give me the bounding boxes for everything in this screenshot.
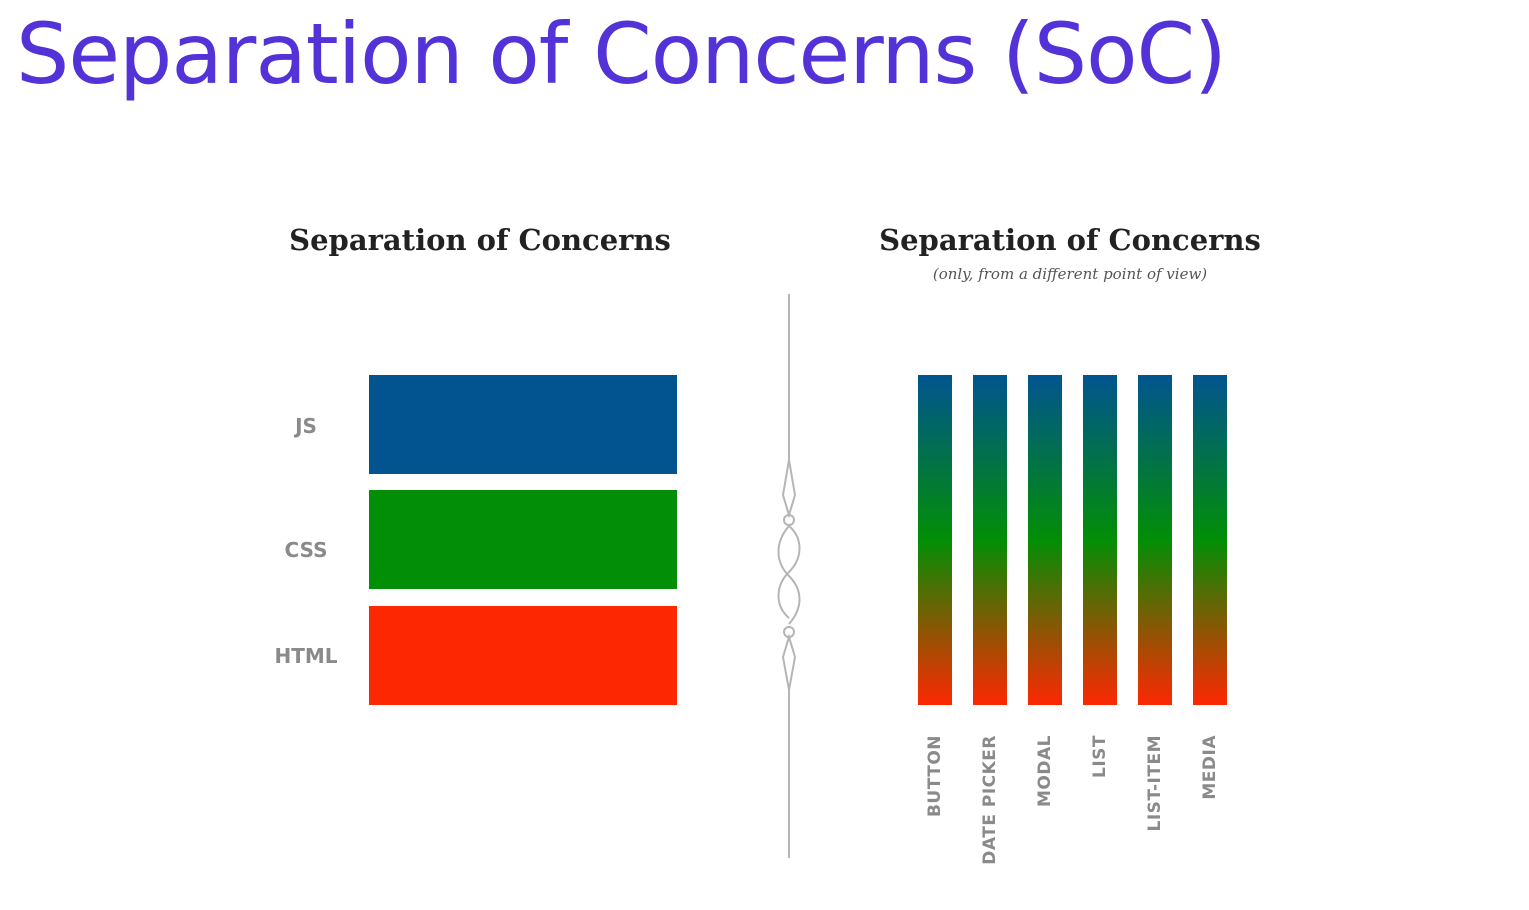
layer-bar-js xyxy=(369,375,677,474)
component-label-text: LIST xyxy=(1090,735,1110,778)
component-label-text: BUTTON xyxy=(925,735,945,818)
component-label-modal: MODAL xyxy=(1028,735,1062,865)
component-label-list: LIST xyxy=(1083,735,1117,865)
slide-title: Separation of Concerns (SoC) xyxy=(16,5,1227,103)
layer-label-js: JS xyxy=(295,414,317,438)
component-label-text: MEDIA xyxy=(1200,735,1220,800)
right-panel-subheading: (only, from a different point of view) xyxy=(932,265,1208,283)
component-label-text: DATE PICKER xyxy=(980,735,1000,865)
component-label-button: BUTTON xyxy=(918,735,952,865)
layer-label-html: HTML xyxy=(274,644,338,668)
layer-label-css: CSS xyxy=(284,538,328,562)
component-column-list-item xyxy=(1138,375,1172,705)
right-panel-heading: Separation of Concerns xyxy=(879,223,1261,257)
left-panel-heading: Separation of Concerns xyxy=(289,223,671,257)
component-label-media: MEDIA xyxy=(1193,735,1227,865)
divider-stroke xyxy=(777,294,801,858)
component-label-date-picker: DATE PICKER xyxy=(973,735,1007,865)
component-column-media xyxy=(1193,375,1227,705)
component-column-button xyxy=(918,375,952,705)
component-column-list xyxy=(1083,375,1117,705)
component-label-text: LIST-ITEM xyxy=(1145,735,1165,832)
component-label-text: MODAL xyxy=(1035,735,1055,807)
layer-bar-css xyxy=(369,490,677,589)
ornamental-divider-icon xyxy=(777,294,801,858)
component-column-modal xyxy=(1028,375,1062,705)
component-column-date-picker xyxy=(973,375,1007,705)
layer-bar-html xyxy=(369,606,677,705)
component-label-list-item: LIST-ITEM xyxy=(1138,735,1172,865)
